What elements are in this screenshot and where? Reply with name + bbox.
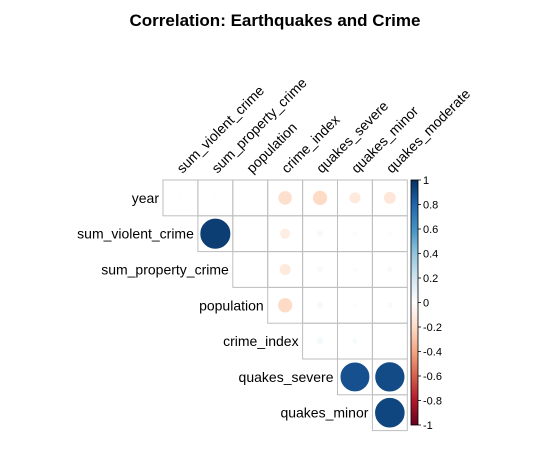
colorbar-tick-label: 0 — [423, 298, 429, 310]
corr-circle-population-quakes_minor — [352, 303, 358, 308]
corr-circle-sum_property_crime-quakes_moderate — [387, 266, 393, 273]
row-label-sum_violent_crime: sum_violent_crime — [77, 226, 194, 242]
colorbar-tick-label: -1 — [423, 420, 433, 432]
grid-cell-1-2 — [232, 215, 269, 253]
corr-circle-year-quakes_moderate — [383, 191, 396, 204]
row-label-quakes_severe: quakes_severe — [239, 369, 334, 385]
colorbar-tick-label: -0.4 — [423, 347, 442, 359]
corr-circle-year-population — [248, 196, 252, 200]
corr-circle-quakes_severe-quakes_minor — [339, 361, 371, 393]
corr-circle-crime_index-quakes_severe — [316, 337, 324, 345]
corr-circle-crime_index-quakes_minor — [352, 338, 358, 344]
row-label-year: year — [132, 190, 160, 206]
colorbar-tick-label: 0.8 — [423, 200, 438, 212]
chart-title: Correlation: Earthquakes and Crime — [130, 11, 421, 30]
corr-circle-sum_property_crime-quakes_minor — [352, 267, 358, 272]
corr-circle-sum_violent_crime-crime_index — [280, 228, 291, 239]
colorbar: 1 0.8 0.6 0.4 0.2 0 -0.2 -0.4 -0.6 -0.8 -1 — [410, 175, 442, 432]
colorbar-gradient — [410, 179, 419, 426]
corr-circle-sum_violent_crime-sum_property_crime — [199, 217, 232, 250]
matrix-grid — [162, 179, 408, 432]
corr-circle-sum_property_crime-quakes_severe — [316, 266, 324, 273]
corr-circle-year-quakes_severe — [312, 190, 328, 206]
colorbar-tick-label: -0.8 — [423, 396, 442, 408]
row-label-quakes_minor: quakes_minor — [280, 405, 368, 421]
corr-circle-sum_property_crime-crime_index — [279, 263, 291, 276]
corr-circle-sum_violent_crime-quakes_minor — [352, 231, 358, 236]
colorbar-tick-label: -0.2 — [423, 322, 442, 334]
correlation-circles — [178, 190, 406, 429]
grid-cell-4-6 — [371, 322, 408, 360]
colorbar-tick-label: -0.6 — [423, 371, 442, 383]
corr-circle-sum_violent_crime-quakes_moderate — [387, 231, 393, 236]
row-label-crime_index: crime_index — [223, 333, 298, 349]
corr-circle-year-crime_index — [278, 191, 292, 205]
colorbar-tick-label: 1 — [423, 175, 429, 187]
column-labels: sum_violent_crimesum_property_crimepopul… — [173, 74, 473, 176]
row-label-sum_property_crime: sum_property_crime — [101, 262, 229, 278]
row-label-population: population — [199, 297, 264, 313]
corr-circle-quakes_severe-quakes_moderate — [374, 361, 406, 393]
grid-cell-2-2 — [232, 251, 269, 288]
corr-circle-population-crime_index — [278, 298, 293, 313]
corr-circle-population-quakes_moderate — [387, 302, 393, 309]
corr-circle-year-quakes_minor — [349, 192, 361, 204]
corr-circle-year-sum_property_crime — [213, 196, 217, 200]
colorbar-tick-label: 0.2 — [423, 273, 438, 285]
corr-circle-year-sum_violent_crime — [178, 196, 183, 200]
colorbar-tick-label: 0.6 — [423, 224, 438, 236]
row-labels: year sum_violent_crime sum_property_crimep… — [77, 190, 369, 421]
corr-circle-population-quakes_severe — [316, 302, 324, 309]
corr-circle-quakes_minor-quakes_moderate — [374, 396, 406, 429]
grid-cell-6-6 — [371, 394, 408, 432]
corr-circle-sum_violent_crime-quakes_severe — [316, 230, 324, 237]
colorbar-tick-label: 0.4 — [423, 249, 438, 261]
